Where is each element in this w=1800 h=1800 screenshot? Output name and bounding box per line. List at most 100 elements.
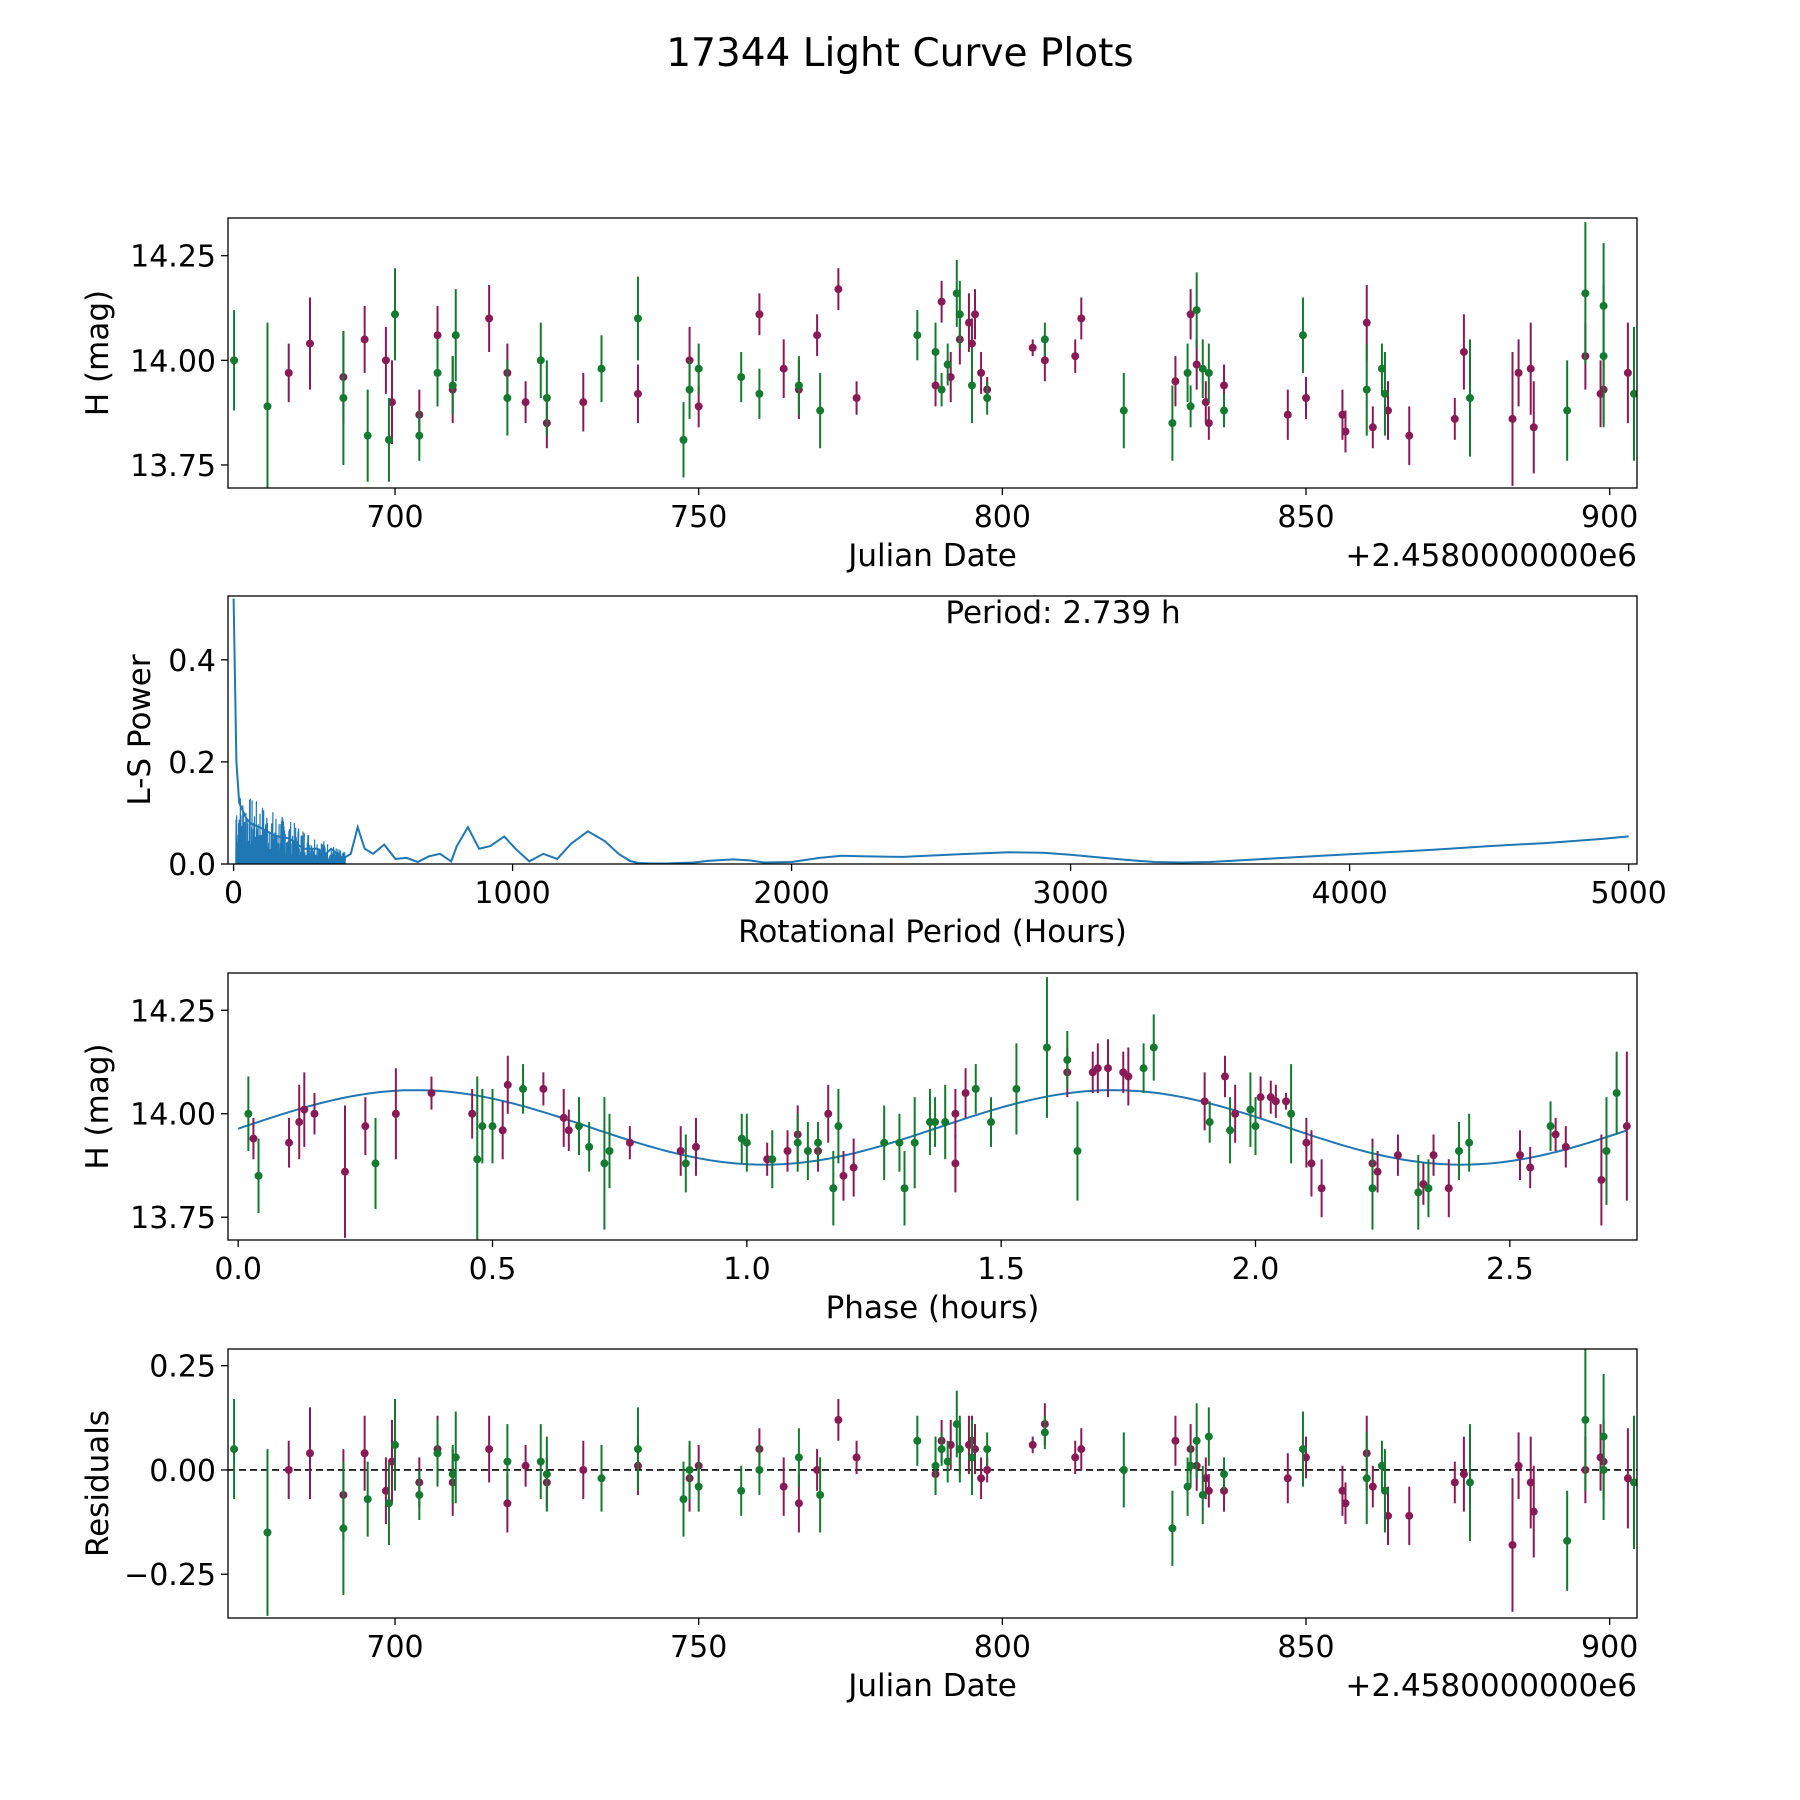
light-curve-red-marker (305, 339, 314, 348)
phased-light-curve-green-point (1042, 977, 1051, 1118)
phased-light-curve-green-point (900, 1151, 909, 1226)
residuals-green-point (755, 1444, 764, 1495)
light-curve-red-point (1171, 356, 1180, 407)
residuals-green-point (1377, 1440, 1386, 1491)
light-curve-green-marker (943, 360, 952, 369)
phased-light-curve-red-point (1317, 1159, 1326, 1218)
residuals-red-point (1338, 1465, 1347, 1516)
residuals-red-point (387, 1419, 396, 1504)
phased-light-curve-green-point (834, 1088, 843, 1164)
light-curve-green-marker (1220, 406, 1229, 415)
phased-light-curve-green-point (1205, 1101, 1214, 1143)
light-curve-red-marker (284, 368, 293, 377)
phased-light-curve-x-axis-label: Phase (hours) (826, 1290, 1040, 1326)
light-curve-red-marker (1302, 394, 1311, 402)
residuals-red-marker (579, 1465, 588, 1474)
residuals-red-marker (1508, 1541, 1517, 1550)
light-curve-red-point (305, 297, 314, 390)
residuals-red-marker (971, 1445, 980, 1454)
phased-light-curve-red-point (295, 1084, 304, 1160)
light-curve-green-point (1377, 343, 1386, 394)
phased-light-curve-green-point (1465, 1113, 1474, 1172)
residuals-red-point (360, 1415, 369, 1491)
residuals-xtick-label: 850 (1277, 1630, 1334, 1665)
light-curve-red-marker (381, 356, 390, 365)
light-curve-green-marker (913, 331, 922, 340)
residuals-axes-frame (227, 1348, 1638, 1619)
phased-light-curve-green-marker (585, 1142, 594, 1151)
light-curve-xtick-label: 800 (974, 500, 1031, 535)
phased-light-curve-green-marker (793, 1138, 802, 1147)
light-curve-green-point (1183, 343, 1192, 403)
light-curve-red-point (1383, 381, 1392, 440)
light-curve-green-point (448, 356, 457, 415)
residuals-green-point (433, 1419, 442, 1487)
phased-light-curve-green-point (574, 1097, 583, 1156)
light-curve-red-marker (1186, 310, 1195, 319)
residuals-red-point (1077, 1428, 1086, 1470)
residuals-red-marker (1514, 1461, 1523, 1470)
phased-light-curve-green-point (814, 1122, 823, 1164)
residuals-green-point (1220, 1457, 1229, 1491)
light-curve-red-marker (937, 297, 946, 306)
light-curve-green-marker (415, 431, 424, 440)
light-curve-green-marker (983, 394, 992, 402)
residuals-green-marker (448, 1470, 457, 1479)
phased-light-curve-red-point (1444, 1159, 1453, 1218)
light-curve-red-marker (967, 339, 976, 348)
phased-light-curve-green-point (1546, 1101, 1555, 1151)
residuals-red-point (1529, 1465, 1538, 1558)
phased-light-curve-green-marker (1612, 1089, 1621, 1098)
phased-light-curve-red-marker (361, 1122, 370, 1131)
light-curve-green-point (415, 410, 424, 461)
phased-light-curve-green-marker (931, 1118, 940, 1127)
residuals-green-point (1465, 1424, 1474, 1541)
residuals-red-marker (1071, 1453, 1080, 1462)
phased-light-curve-red-marker (559, 1113, 568, 1122)
residuals-green-point (391, 1399, 400, 1491)
phased-light-curve-red-marker (1561, 1142, 1570, 1151)
phased-light-curve-red-point (564, 1109, 573, 1151)
light-curve-green-point (384, 398, 393, 482)
light-curve-green-marker (694, 364, 703, 373)
phased-light-curve-green-marker (1424, 1184, 1433, 1193)
light-curve-green-marker (597, 364, 606, 373)
light-curve-red-point (852, 381, 861, 415)
light-curve-axes-frame (227, 217, 1638, 489)
residuals-red-point (381, 1457, 390, 1525)
light-curve-red-marker (521, 398, 530, 407)
residuals-green-point (1581, 1349, 1590, 1491)
residuals-x-offset-label: +2.4580000000e6 (1345, 1668, 1637, 1704)
residuals-red-marker (305, 1449, 314, 1458)
light-curve-green-marker (737, 373, 746, 382)
residuals-red-point (1283, 1453, 1292, 1504)
light-curve-red-marker (1338, 410, 1347, 419)
light-curve-panel: 700 750 800 850 900 13.75 14.00 14.25 Julian Dat… (80, 217, 1638, 574)
residuals-red-marker (503, 1499, 512, 1508)
light-curve-green-marker (1198, 364, 1207, 373)
residuals-green-marker (1298, 1445, 1307, 1454)
phased-light-curve-green-point (1139, 1043, 1148, 1094)
light-curve-red-marker (852, 394, 861, 402)
residuals-green-point (339, 1461, 348, 1596)
residuals-red-marker (946, 1440, 955, 1449)
phased-light-curve-axes-frame (227, 972, 1638, 1241)
periodogram-xtick-label: 3000 (1032, 876, 1108, 911)
phased-light-curve-green-marker (1205, 1118, 1214, 1127)
residuals-data (228, 1349, 1637, 1616)
light-curve-green-marker (1581, 289, 1590, 298)
light-curve-green-point (737, 351, 746, 403)
light-curve-green-marker (1119, 406, 1128, 415)
phased-light-curve-green-marker (1368, 1184, 1377, 1193)
light-curve-red-point (1071, 339, 1080, 373)
light-curve-xtick-label: 750 (670, 500, 727, 535)
light-curve-green-marker (363, 431, 372, 440)
phased-light-curve-green-marker (1149, 1043, 1158, 1052)
light-curve-green-marker (263, 402, 272, 411)
residuals-green-marker (1220, 1470, 1229, 1479)
residuals-red-marker (1529, 1507, 1538, 1516)
phased-light-curve-red-point (361, 1097, 370, 1156)
phased-light-curve-green-point (478, 1088, 487, 1164)
phased-light-curve-green-marker (1139, 1064, 1148, 1073)
light-curve-green-marker (931, 347, 940, 356)
